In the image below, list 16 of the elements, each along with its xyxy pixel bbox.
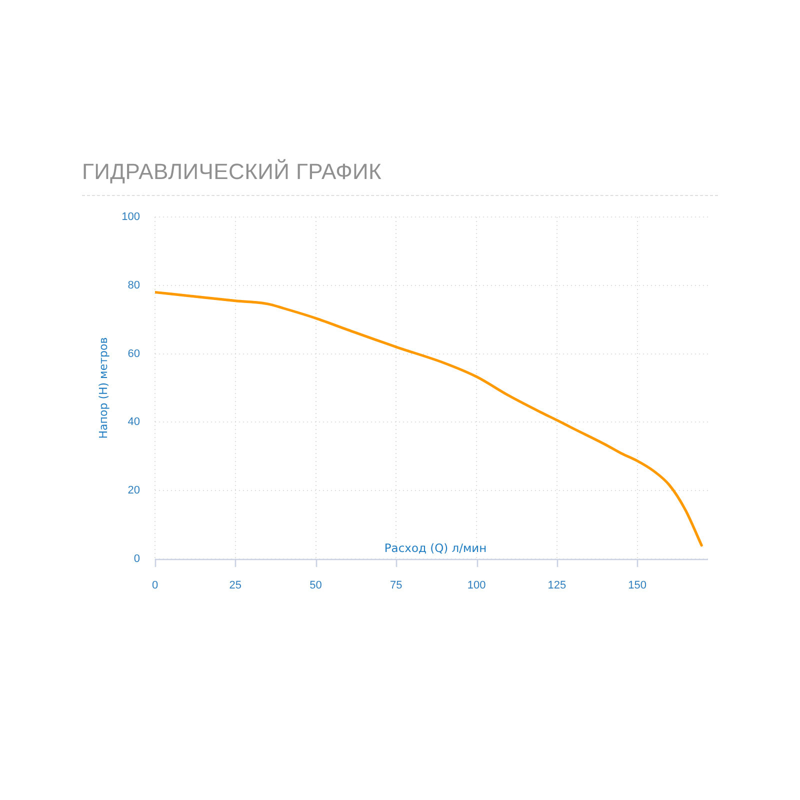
x-tick-label: 50 [310, 580, 322, 592]
y-tick-label: 60 [128, 348, 140, 360]
y-axis-title: Напор (Н) метров [96, 337, 110, 439]
x-tick-label: 100 [467, 580, 486, 592]
y-tick-label: 20 [128, 484, 140, 497]
y-tick-label: 80 [128, 279, 140, 292]
y-tick-label: 0 [134, 553, 140, 566]
x-tick-label: 150 [628, 580, 646, 592]
x-tick-label: 125 [548, 580, 566, 592]
x-axis-title: Расход (Q) л/мин [384, 541, 487, 556]
x-tick-label: 0 [152, 580, 158, 592]
y-tick-label: 100 [122, 211, 140, 224]
chart-title: ГИДРАВЛИЧЕСКИЙ ГРАФИК [82, 159, 382, 185]
x-tick-label: 75 [390, 580, 402, 592]
y-tick-label: 40 [128, 416, 140, 428]
x-tick-label: 25 [229, 580, 242, 592]
